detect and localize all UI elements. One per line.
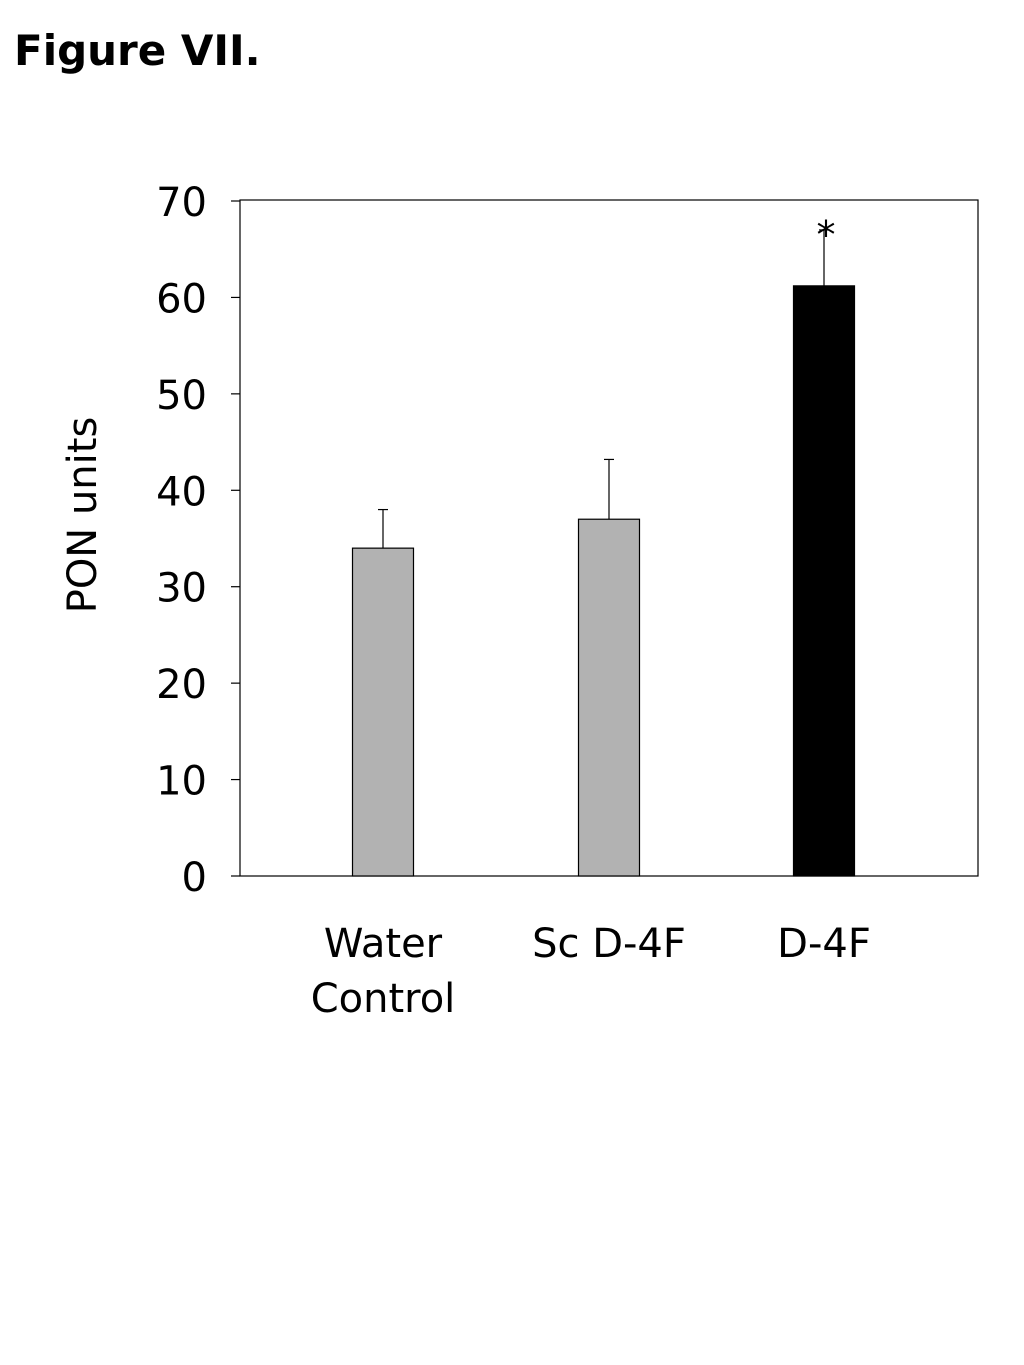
bar (577, 518, 641, 877)
y-tick-label: 60 (156, 276, 207, 322)
bar (351, 547, 415, 877)
x-tick-label: Water Control (311, 921, 456, 1022)
bar (792, 285, 856, 877)
x-tick-label-line: Water (324, 921, 443, 967)
y-tick-label: 40 (156, 469, 207, 515)
x-tick-label: Sc D-4F (532, 921, 686, 967)
y-tick-label: 20 (156, 662, 207, 708)
x-tick-label-line: D-4F (777, 921, 871, 967)
y-tick-label: 50 (156, 373, 207, 419)
y-tick-label: 0 (182, 855, 207, 901)
y-tick-label: 30 (156, 566, 207, 612)
figure-label: Figure VII. (14, 26, 261, 75)
y-axis-title: PON units (60, 417, 106, 614)
x-tick-label-line: Control (311, 976, 456, 1022)
y-tick-label: 70 (156, 180, 207, 226)
significance-marker: * (817, 213, 836, 257)
x-tick-label-line: Sc D-4F (532, 921, 686, 967)
y-tick-label: 10 (156, 759, 207, 805)
x-tick-label: D-4F (777, 921, 871, 967)
